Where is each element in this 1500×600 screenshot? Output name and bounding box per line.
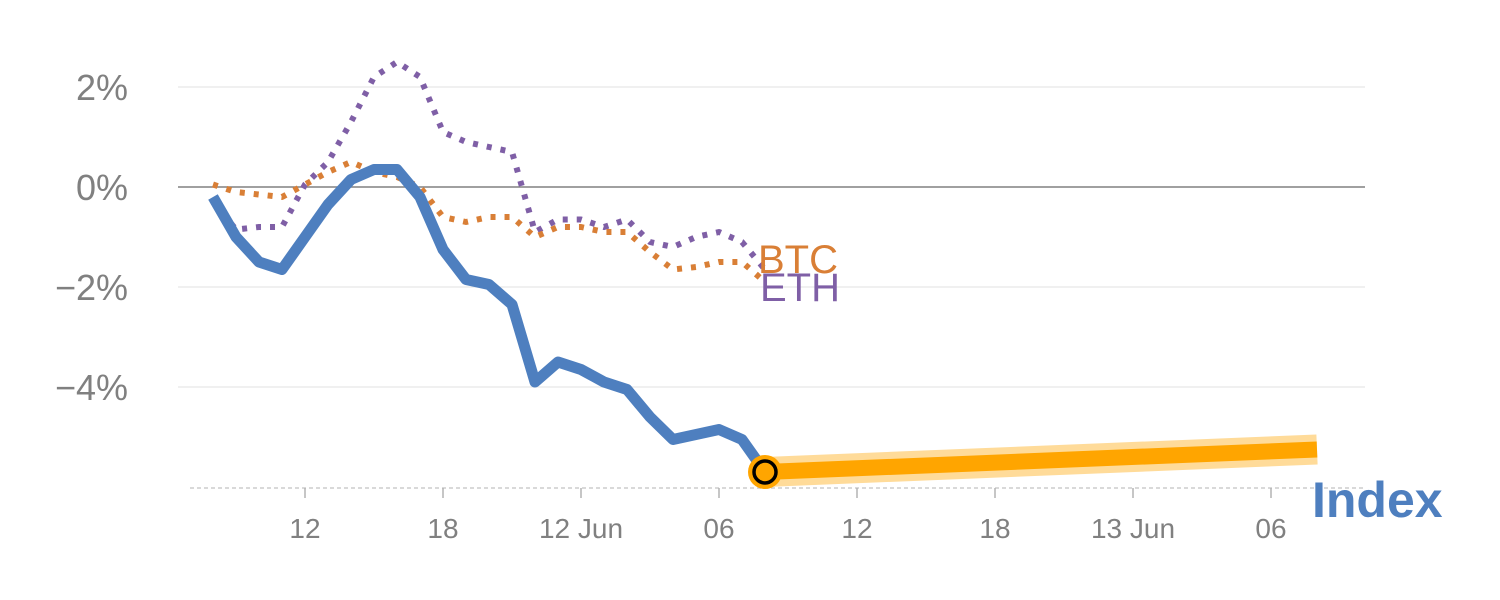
x-tick-label: 18 xyxy=(427,513,458,544)
x-tick-label: 06 xyxy=(1255,513,1286,544)
forecast-line xyxy=(764,441,1318,480)
btc-label: BTC xyxy=(758,238,838,282)
x-tick-label: 12 xyxy=(289,513,320,544)
y-tick-label: −4% xyxy=(55,367,128,408)
y-axis: 2% 0% −2% −4% xyxy=(55,67,128,408)
y-tick-label: 0% xyxy=(76,167,128,208)
x-tick-label: 12 Jun xyxy=(539,513,623,544)
y-tick-label: 2% xyxy=(76,67,128,108)
eth-line xyxy=(210,59,768,272)
eth-label: ETH xyxy=(760,266,840,310)
x-tick-label: 06 xyxy=(703,513,734,544)
x-tick-label: 18 xyxy=(979,513,1010,544)
y-tick-label: −2% xyxy=(55,267,128,308)
index-label: Index xyxy=(1312,472,1443,528)
x-axis: 12 18 12 Jun 06 12 18 13 Jun 06 xyxy=(190,487,1365,544)
series-lines xyxy=(208,59,1318,489)
btc-line xyxy=(212,159,767,285)
x-tick-label: 13 Jun xyxy=(1091,513,1175,544)
gridlines xyxy=(178,86,1365,388)
current-point-marker xyxy=(752,459,778,485)
x-tick-label: 12 xyxy=(841,513,872,544)
index-line xyxy=(208,164,770,476)
